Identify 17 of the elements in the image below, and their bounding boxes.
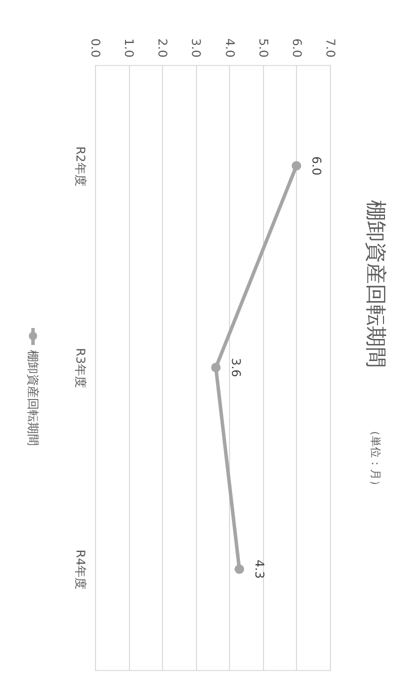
y-tick-label: R4年度 — [74, 550, 88, 590]
x-tick-label: 7.0 — [324, 38, 338, 58]
y-tick-label: R3年度 — [74, 348, 88, 388]
legend-label: 棚卸資産回転期間 — [26, 350, 40, 446]
text: 棚卸資産回転期間 — [364, 200, 388, 368]
x-tick-label: 3.0 — [189, 38, 204, 58]
x-tick-label: 4.0 — [222, 38, 237, 58]
x-tick-label: 6.0 — [290, 38, 304, 58]
data-label: 6.0 — [309, 156, 324, 176]
y-tick-label: R2年度 — [74, 146, 88, 186]
x-tick-label: 1.0 — [122, 38, 136, 58]
text: （単位：月） — [369, 425, 382, 491]
data-label: 4.3 — [252, 560, 266, 579]
data-label: 3.6 — [228, 358, 243, 378]
x-tick-label: 0.0 — [88, 38, 102, 58]
x-tick-label: 5.0 — [256, 38, 270, 58]
x-tick-label: 2.0 — [156, 38, 170, 58]
